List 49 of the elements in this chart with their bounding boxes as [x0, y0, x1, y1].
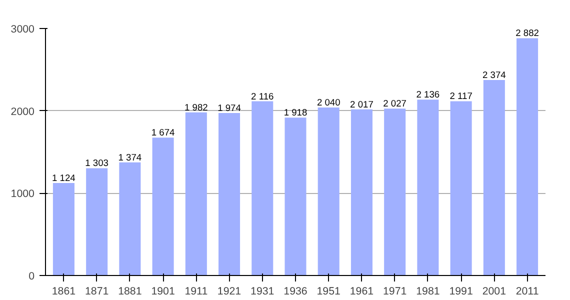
x-tick-label: 2011 [516, 286, 539, 298]
y-tick-label: 3000 [10, 24, 35, 36]
data-label: 2 117 [450, 91, 472, 102]
x-tick-label: 1901 [151, 286, 175, 298]
data-label: 2 017 [350, 99, 374, 110]
bar [86, 168, 108, 276]
bar [52, 182, 74, 276]
x-tick-label: 1911 [184, 286, 208, 298]
bar [417, 100, 439, 276]
x-tick-label: 1871 [84, 286, 109, 298]
x-tick-label: 1861 [52, 286, 76, 298]
bar [516, 38, 538, 276]
bar [152, 138, 174, 276]
data-label: 1 974 [218, 102, 241, 113]
bar [185, 112, 207, 276]
data-label: 1 124 [52, 172, 76, 183]
data-label: 2 374 [482, 70, 506, 80]
data-label: 1 982 [184, 102, 208, 112]
data-label: 1 374 [118, 152, 142, 162]
bar [252, 101, 274, 276]
bar [284, 118, 306, 276]
data-label: 2 040 [316, 98, 340, 108]
data-label: 2 136 [416, 90, 440, 100]
data-label: 2 116 [251, 91, 274, 102]
x-tick-label: 1991 [449, 286, 473, 298]
x-tick-label: 1951 [316, 286, 341, 298]
y-tick-label: 0 [28, 270, 35, 282]
bar [318, 108, 340, 276]
x-tick-label: 1961 [350, 286, 374, 298]
data-label: 1 674 [151, 128, 175, 138]
x-tick-label: 1971 [382, 286, 407, 298]
x-tick-label: 1881 [118, 286, 142, 298]
y-tick-label: 2000 [10, 106, 35, 118]
x-tick-label: 1936 [284, 286, 308, 298]
bar [384, 108, 406, 276]
x-tick-label: 2001 [482, 286, 506, 298]
x-tick-label: 1931 [250, 286, 274, 298]
data-label: 1 303 [85, 158, 108, 168]
bar [119, 162, 141, 276]
x-tick-label: 1921 [217, 286, 242, 298]
bar [218, 112, 240, 276]
data-label: 1 918 [284, 108, 308, 118]
bar [450, 101, 472, 276]
data-label: 2 027 [383, 98, 407, 109]
y-tick-label: 1000 [10, 188, 35, 200]
data-label: 2 882 [516, 28, 539, 38]
bar [350, 109, 372, 276]
x-tick-label: 1981 [416, 286, 440, 298]
bar [483, 80, 505, 276]
